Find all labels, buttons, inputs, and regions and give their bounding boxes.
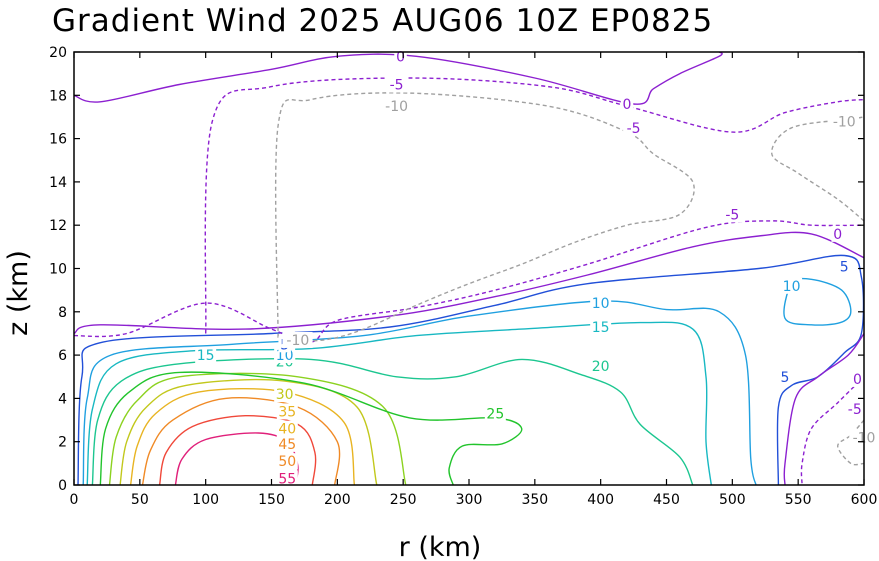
contour-line-8	[86, 321, 712, 486]
x-tick-label-0: 0	[70, 492, 79, 508]
x-tick-label-2: 100	[192, 492, 219, 508]
contour-label-2: 30	[276, 387, 294, 403]
contour-label-4: 40	[278, 422, 296, 438]
contour-label-bg-12	[484, 405, 506, 422]
contour-label-bg-18	[838, 258, 851, 275]
contour-label-22: -5	[848, 402, 862, 418]
contour-label-bg-27	[623, 119, 645, 136]
contour-label-bg-25	[386, 76, 408, 93]
contour-label-bg-21	[721, 206, 743, 223]
contour-label-bg-11	[283, 331, 313, 348]
x-tick-label-12: 600	[851, 492, 878, 508]
axes: 0 50 100 150 200 250 300 350 400 450 500 550 6000246…	[49, 45, 877, 508]
contour-line-3	[129, 387, 356, 486]
chart-title: Gradient Wind 2025 AUG06 10Z EP0825	[52, 3, 713, 39]
contour-line-4	[119, 378, 378, 486]
contour-line-12	[73, 231, 865, 335]
contour-label-bg-2	[274, 386, 296, 403]
contour-line-20	[836, 419, 865, 466]
contour-label-16: 10	[783, 279, 801, 295]
contour-label-bg-26	[381, 98, 412, 115]
x-tick-label-9: 450	[653, 492, 680, 508]
contour-label-bg-16	[781, 277, 803, 294]
y-tick-label-1: 2	[58, 435, 67, 451]
y-tick-label-8: 16	[49, 132, 67, 148]
contour-label-27: -5	[627, 121, 641, 137]
contour-label-bg-14	[590, 318, 612, 335]
x-tick-label-8: 400	[587, 492, 614, 508]
contour-line-2	[141, 397, 341, 486]
y-tick-label-3: 6	[58, 348, 67, 364]
contour-line-14	[73, 51, 723, 105]
contour-label-20: 0	[853, 372, 862, 388]
contour-label-bg-20	[851, 370, 864, 387]
contour-label-7: 55	[278, 472, 296, 488]
contour-label-bg-22	[844, 401, 866, 418]
y-tick-label-5: 10	[49, 262, 67, 278]
contour-label-21: -5	[725, 207, 739, 223]
x-tick-label-6: 300	[456, 492, 483, 508]
contour-label-25: -5	[390, 77, 404, 93]
contour-label-28: -10	[833, 114, 856, 130]
plot-frame	[73, 51, 865, 486]
y-tick-label-2: 4	[58, 391, 67, 407]
contour-label-0: 15	[197, 348, 215, 364]
contour-label-6: 50	[278, 454, 296, 470]
contour-label-bg-3	[276, 403, 298, 420]
x-axis-label: r (km)	[399, 532, 482, 561]
contour-label-5: 45	[278, 437, 296, 453]
contour-label-26: -10	[385, 99, 408, 115]
contour-label-bg-4	[276, 420, 298, 437]
y-tick-label-6: 12	[49, 218, 67, 234]
contour-label-15: 10	[592, 296, 610, 312]
x-tick-label-7: 350	[521, 492, 548, 508]
contour-label-17: 5	[781, 370, 790, 386]
contour-label-bg-0	[195, 347, 217, 364]
y-tick-label-9: 18	[49, 88, 67, 104]
contour-line-1	[158, 414, 317, 486]
y-tick-label-0: 0	[58, 478, 67, 494]
contour-label-18: 5	[840, 259, 849, 275]
contour-line-15	[73, 220, 865, 343]
contour-label-24: 0	[396, 49, 405, 65]
y-tick-label-4: 8	[58, 305, 67, 321]
contour-label-bg-5	[276, 435, 298, 452]
contour-line-9	[82, 300, 757, 486]
contour-label-23: 0	[623, 97, 632, 113]
contour-label-bg-13	[590, 357, 612, 374]
contour-label-bg-19	[831, 225, 844, 242]
x-tick-label-3: 150	[258, 492, 285, 508]
contour-label-13: 20	[592, 359, 610, 375]
contour-line-13	[783, 333, 865, 486]
contour-label-bg-6	[276, 453, 298, 470]
contour-labels: 15203035404550551050-1025201510105500-5-…	[195, 48, 879, 488]
contour-line-7	[91, 357, 694, 486]
contour-line-17	[204, 77, 865, 334]
contour-label-14: 15	[592, 320, 610, 336]
contour-line-6	[99, 371, 523, 486]
contour-line-19	[771, 116, 865, 222]
y-tick-label-10: 20	[49, 45, 67, 61]
contour-label-19: 0	[833, 227, 842, 243]
contour-label-bg-28	[829, 113, 859, 130]
contour-label-11: -10	[286, 333, 309, 349]
contour-lines	[73, 51, 865, 486]
contour-label-bg-15	[590, 295, 612, 312]
x-tick-label-10: 500	[719, 492, 746, 508]
y-tick-label-7: 14	[49, 175, 67, 191]
contour-line-5	[108, 372, 407, 486]
y-axis-label: z (km)	[3, 250, 34, 336]
x-tick-label-5: 250	[390, 492, 417, 508]
contour-label-3: 35	[278, 404, 296, 420]
contour-label-12: 25	[486, 407, 504, 423]
contour-label-bg-17	[778, 368, 792, 385]
contour-line-11	[77, 254, 865, 486]
contour-label-bg-23	[620, 95, 634, 112]
x-tick-label-4: 200	[324, 492, 351, 508]
contour-label-bg-7	[276, 470, 298, 487]
x-tick-label-11: 550	[785, 492, 812, 508]
x-tick-label-1: 50	[131, 492, 149, 508]
